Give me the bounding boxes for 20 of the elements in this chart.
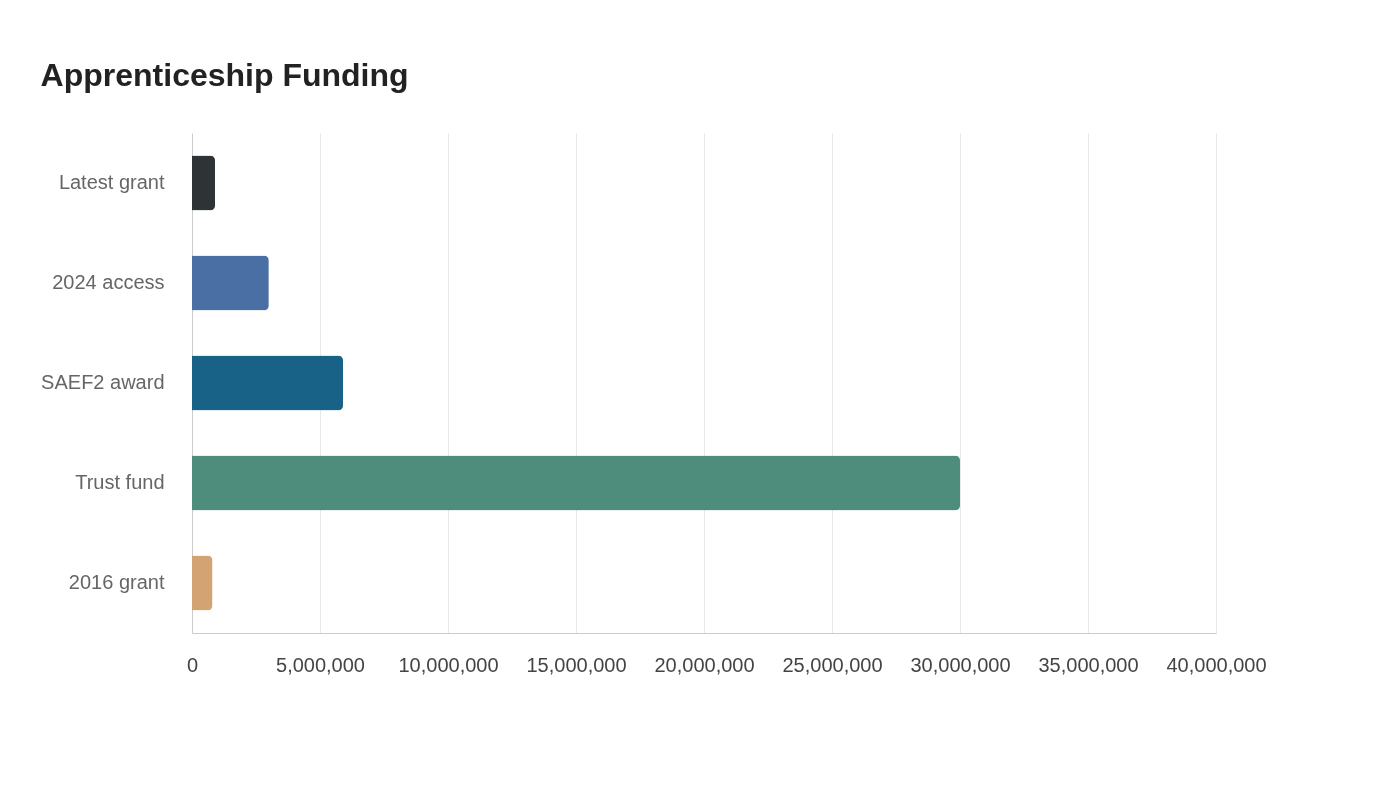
y-tick-label: Trust fund — [75, 471, 165, 493]
y-tick-label: SAEF2 award — [41, 371, 165, 393]
x-tick-label: 10,000,000 — [398, 653, 499, 676]
x-tick-label: 5,000,000 — [276, 653, 365, 676]
x-tick-label: 20,000,000 — [654, 653, 755, 676]
y-tick-label: 2024 access — [52, 271, 165, 293]
x-tick-label: 40,000,000 — [1166, 653, 1267, 676]
x-tick-label: 0 — [186, 653, 199, 676]
y-tick-label: 2016 grant — [68, 571, 165, 593]
y-tick-label: Latest grant — [58, 171, 165, 193]
bar — [192, 555, 213, 611]
bar — [192, 455, 960, 511]
bar — [192, 155, 216, 211]
x-tick-label: 30,000,000 — [910, 653, 1011, 676]
chart-title: Apprenticeship Funding — [40, 57, 409, 93]
x-tick-label: 35,000,000 — [1038, 653, 1139, 676]
bar — [192, 355, 344, 411]
bar — [192, 255, 269, 311]
x-tick-label: 25,000,000 — [782, 653, 883, 676]
x-tick-label: 15,000,000 — [526, 653, 627, 676]
